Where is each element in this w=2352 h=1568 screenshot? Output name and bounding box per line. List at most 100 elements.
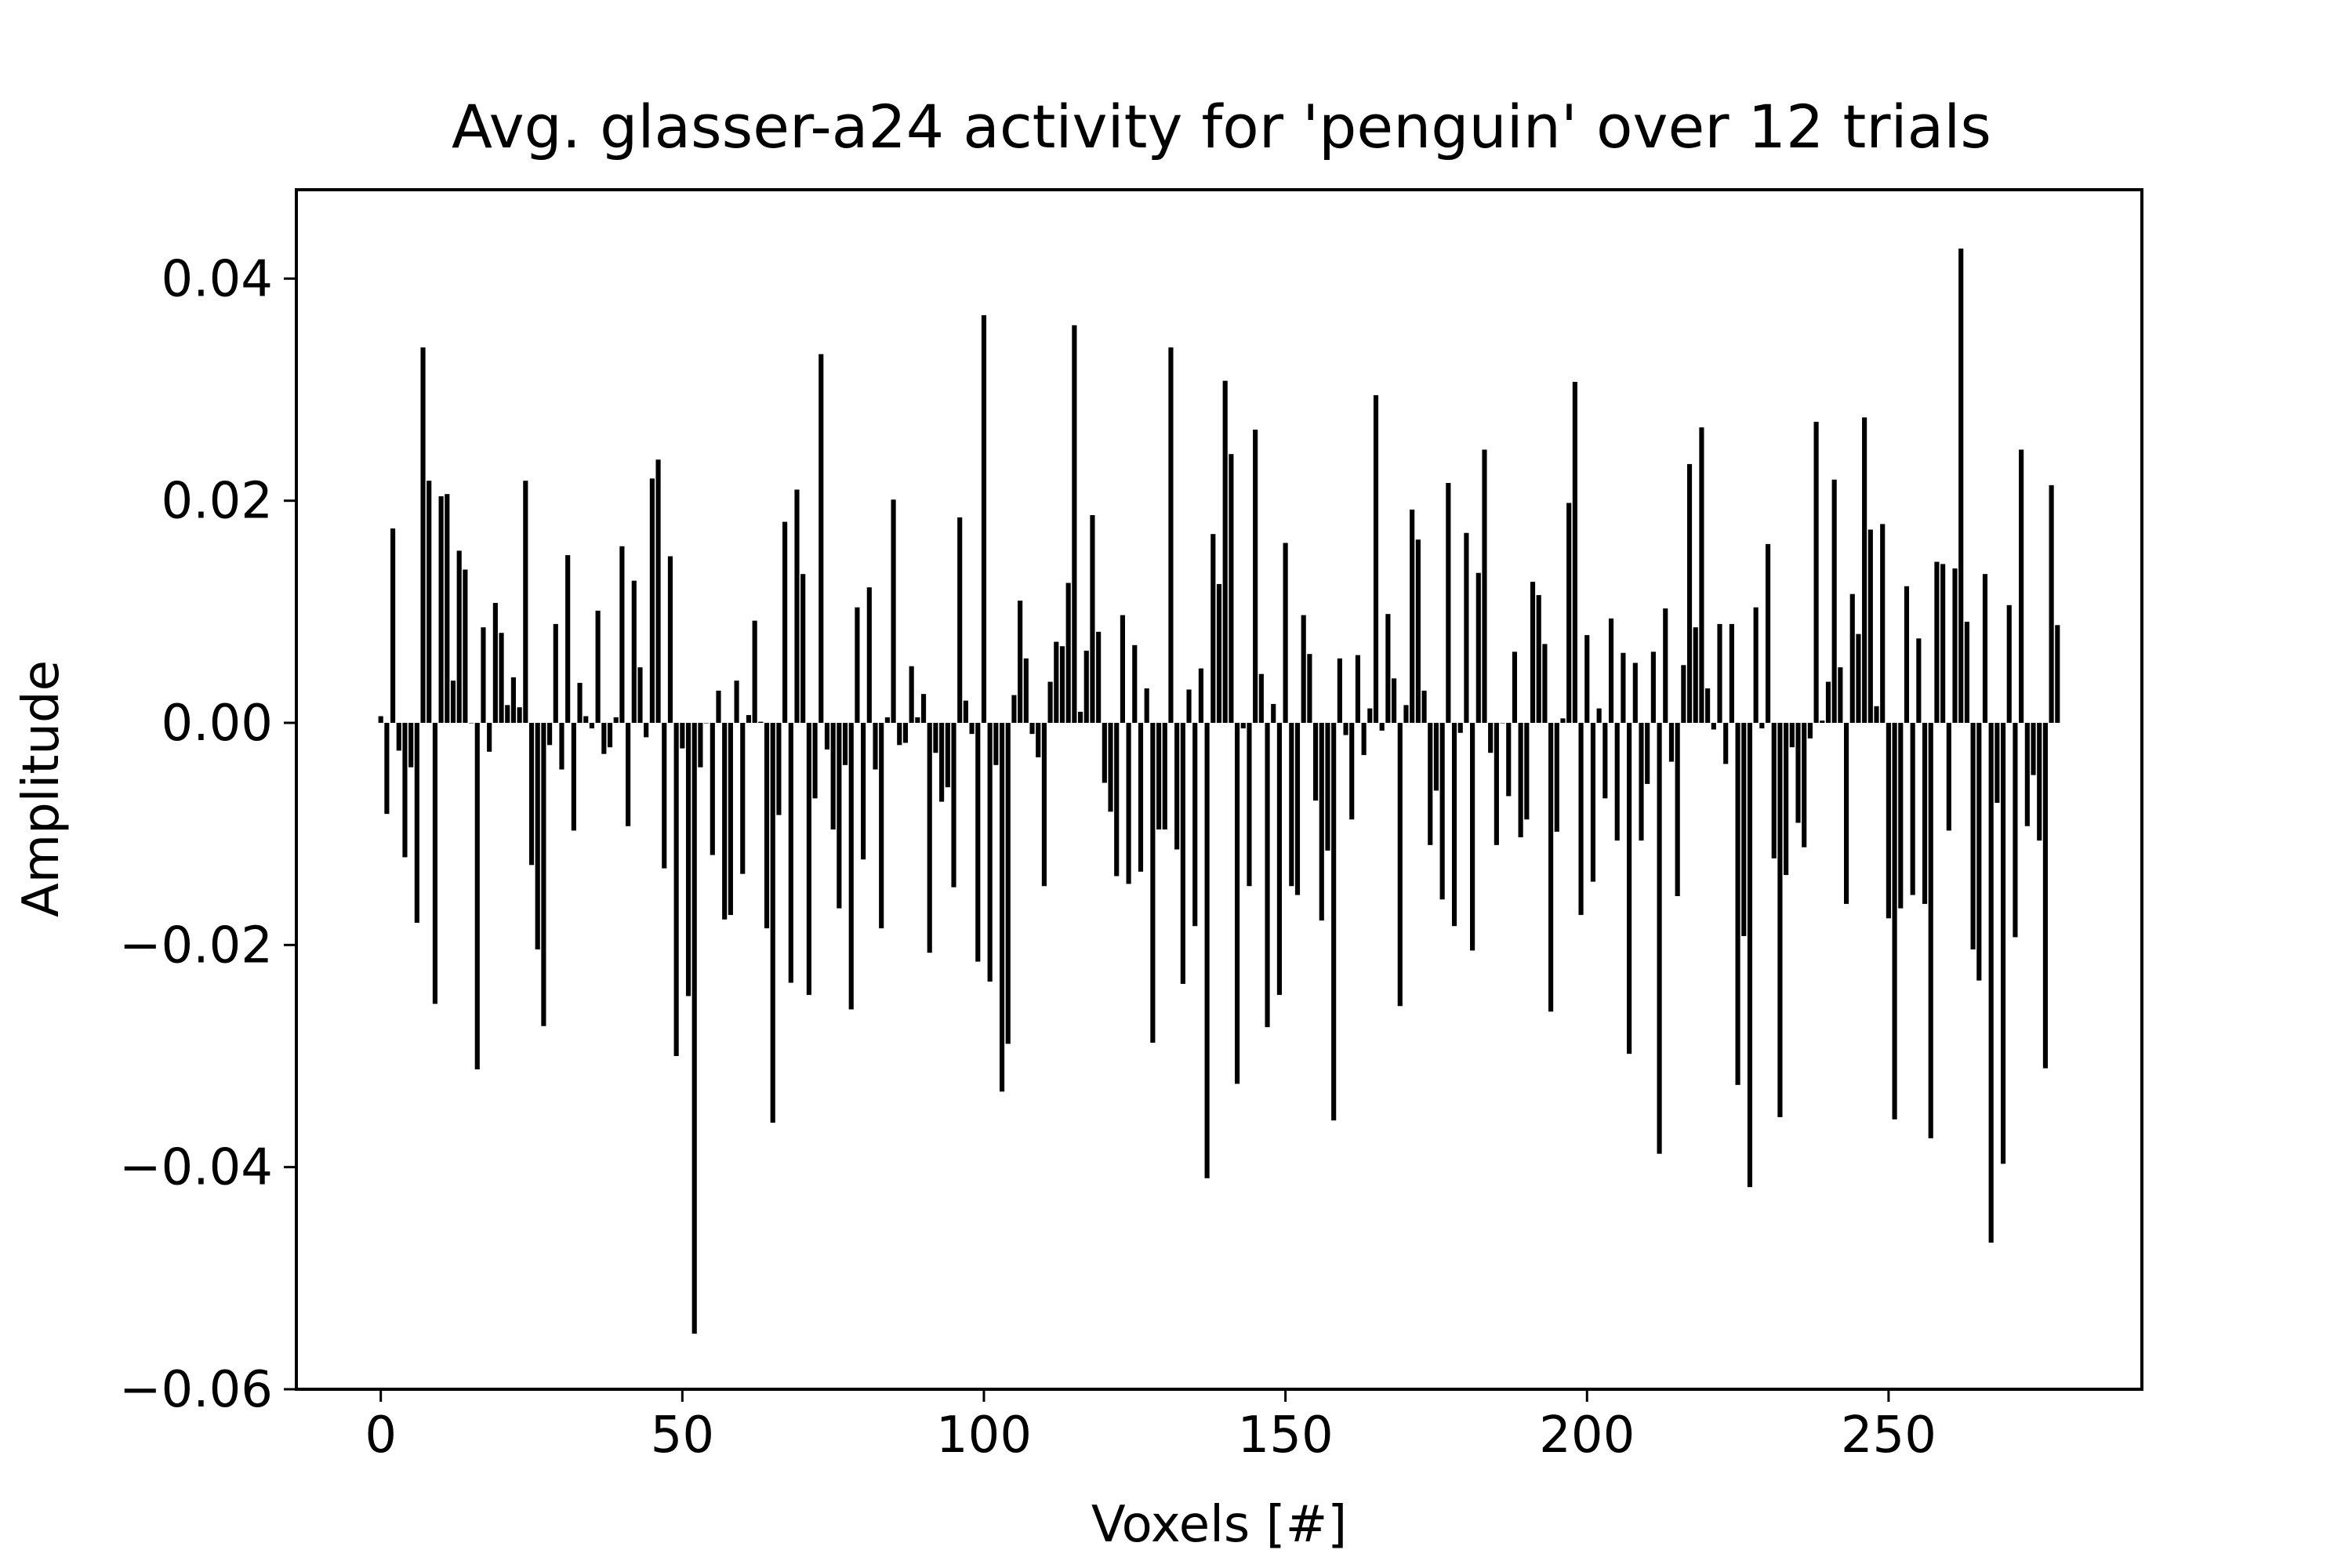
- bar-13: [456, 550, 462, 723]
- bar-177: [1446, 483, 1451, 723]
- bar-256: [1922, 723, 1928, 904]
- bar-162: [1355, 655, 1361, 723]
- bar-11: [445, 494, 450, 723]
- bar-182: [1475, 572, 1481, 723]
- bar-247: [1867, 529, 1873, 723]
- bar-277: [2049, 485, 2054, 723]
- bar-206: [1621, 652, 1626, 723]
- bar-97: [963, 700, 968, 723]
- bar-197: [1566, 503, 1572, 723]
- bar-72: [812, 723, 818, 799]
- bar-140: [1222, 380, 1228, 723]
- bar-55: [710, 723, 715, 855]
- bar-249: [1880, 524, 1886, 723]
- bar-186: [1500, 723, 1505, 724]
- bar-169: [1397, 723, 1403, 1007]
- bar-157: [1325, 723, 1330, 851]
- bar-184: [1488, 723, 1494, 753]
- bar-102: [993, 723, 999, 765]
- bar-84: [884, 717, 890, 723]
- bar-108: [1029, 723, 1035, 735]
- bar-17: [481, 627, 486, 723]
- bar-141: [1229, 454, 1234, 723]
- bar-39: [613, 717, 619, 723]
- bar-187: [1506, 723, 1512, 797]
- bar-45: [649, 478, 655, 723]
- bar-19: [492, 603, 498, 723]
- bar-78: [848, 723, 854, 1010]
- bar-59: [734, 681, 739, 723]
- bar-154: [1307, 654, 1312, 723]
- chart-title: Avg. glasser-a24 activity for 'penguin' …: [452, 92, 1991, 162]
- bar-0: [378, 716, 383, 723]
- bar-53: [698, 723, 703, 768]
- bar-31: [565, 555, 571, 723]
- bar-69: [794, 489, 800, 723]
- bar-132: [1174, 723, 1180, 850]
- bar-266: [1982, 574, 1988, 723]
- bar-215: [1675, 723, 1680, 896]
- bar-142: [1235, 723, 1240, 1084]
- bar-202: [1596, 708, 1602, 723]
- bar-109: [1036, 723, 1041, 757]
- y-tick-label: −0.04: [119, 1139, 273, 1197]
- bar-253: [1904, 586, 1910, 723]
- bar-258: [1934, 561, 1940, 723]
- bar-242: [1838, 667, 1843, 723]
- bar-238: [1813, 422, 1819, 723]
- bar-170: [1403, 705, 1409, 723]
- x-axis: 0 50 100 150 200 250: [365, 1389, 1936, 1465]
- bar-48: [667, 556, 673, 723]
- bar-168: [1392, 678, 1397, 723]
- bar-260: [1946, 723, 1951, 831]
- bar-3: [396, 723, 401, 751]
- x-tick-label: 50: [651, 1406, 714, 1465]
- bar-104: [1005, 723, 1011, 1044]
- bar-275: [2037, 723, 2042, 841]
- bar-236: [1802, 723, 1807, 848]
- bar-114: [1065, 583, 1071, 723]
- y-tick-label: 0.00: [162, 695, 274, 753]
- bar-179: [1457, 723, 1463, 733]
- bar-138: [1210, 534, 1216, 723]
- bar-185: [1494, 723, 1499, 845]
- bar-136: [1198, 668, 1203, 723]
- x-tick-label: 250: [1841, 1406, 1936, 1465]
- bar-273: [2024, 723, 2030, 826]
- bar-165: [1373, 395, 1379, 723]
- bar-212: [1657, 723, 1662, 1154]
- bar-189: [1518, 723, 1523, 837]
- bar-86: [897, 723, 902, 746]
- bar-119: [1096, 631, 1102, 723]
- bar-196: [1560, 718, 1566, 723]
- x-tick-label: 0: [365, 1406, 397, 1465]
- bar-40: [619, 546, 625, 723]
- bar-144: [1247, 723, 1252, 887]
- bar-81: [866, 587, 872, 723]
- bar-155: [1313, 723, 1319, 801]
- bar-38: [607, 723, 613, 748]
- bar-96: [957, 517, 963, 723]
- bar-111: [1047, 681, 1053, 723]
- bar-156: [1319, 723, 1324, 921]
- bar-54: [704, 723, 710, 724]
- bar-1: [384, 723, 390, 815]
- bar-80: [861, 723, 866, 860]
- bar-171: [1410, 510, 1415, 723]
- bar-135: [1192, 723, 1198, 927]
- y-tick-label: −0.02: [119, 916, 273, 975]
- bar-83: [879, 723, 884, 929]
- bar-204: [1608, 618, 1614, 723]
- bar-205: [1614, 723, 1620, 841]
- bar-268: [1994, 723, 2000, 803]
- bar-234: [1789, 723, 1795, 748]
- bar-22: [510, 677, 517, 723]
- bar-203: [1602, 723, 1608, 799]
- bar-32: [571, 723, 576, 831]
- bar-218: [1693, 627, 1698, 723]
- y-tick-label: −0.06: [119, 1361, 273, 1419]
- bar-73: [818, 354, 824, 723]
- bar-245: [1856, 633, 1861, 723]
- bar-226: [1741, 723, 1747, 936]
- bar-244: [1849, 593, 1855, 723]
